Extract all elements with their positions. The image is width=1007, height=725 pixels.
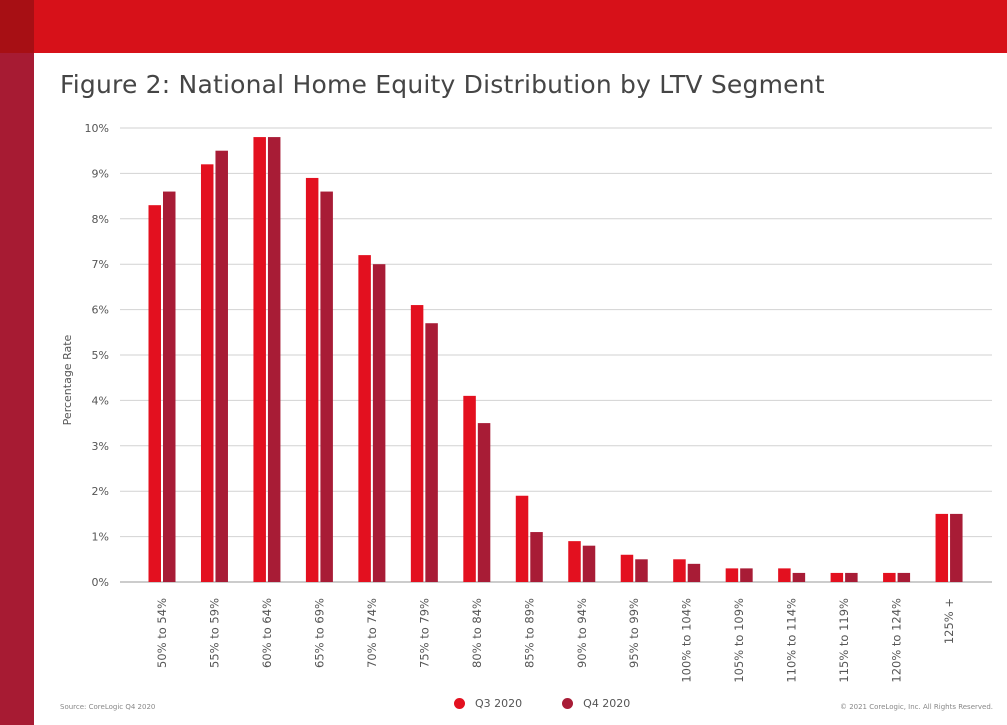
bar-q3 <box>935 513 949 582</box>
header-bar <box>0 0 1007 53</box>
bar-q4 <box>215 150 228 582</box>
x-tick-label: 85% to 89% <box>522 598 536 668</box>
x-tick-label: 60% to 64% <box>260 598 274 668</box>
y-tick-label: 6% <box>92 304 109 317</box>
bar-q4 <box>897 572 911 582</box>
bar-q3 <box>463 395 476 582</box>
y-tick-label: 5% <box>92 349 109 362</box>
x-tick-label: 95% to 99% <box>627 598 641 668</box>
bar-q4 <box>845 572 858 582</box>
bar-q4 <box>372 264 386 582</box>
bar-q4 <box>687 563 701 582</box>
chart-title: Figure 2: National Home Equity Distribut… <box>60 70 825 99</box>
bar-q4 <box>635 559 648 582</box>
x-tick-label: 50% to 54% <box>155 598 169 668</box>
side-accent-bar <box>0 53 34 725</box>
y-tick-label: 9% <box>92 167 109 180</box>
x-tick-label: 70% to 74% <box>365 598 379 668</box>
source-note: Source: CoreLogic Q4 2020 <box>60 703 156 711</box>
bar-q4 <box>163 191 176 582</box>
y-tick-label: 10% <box>85 122 109 135</box>
legend-label-q3: Q3 2020 <box>475 697 523 710</box>
y-tick-label: 1% <box>92 531 109 544</box>
legend-item-q4: Q4 2020 <box>562 697 630 710</box>
x-tick-label: 80% to 84% <box>470 598 484 668</box>
bar-q3 <box>410 305 424 582</box>
bar-q3 <box>830 572 844 582</box>
y-tick-label: 3% <box>92 440 109 453</box>
y-tick-label: 7% <box>92 258 109 271</box>
bar-q4 <box>425 323 438 582</box>
header-corner-accent <box>0 0 34 53</box>
x-tick-label: 110% to 114% <box>785 598 799 683</box>
bar-q3 <box>148 205 161 582</box>
x-tick-label: 65% to 69% <box>312 598 326 668</box>
y-tick-label: 4% <box>92 394 109 407</box>
x-tick-label: 90% to 94% <box>575 598 589 668</box>
bar-q4 <box>582 545 596 582</box>
bar-q4 <box>320 191 333 582</box>
y-axis-title: Percentage Rate <box>61 334 74 425</box>
bar-q4 <box>530 532 543 582</box>
bar-q3 <box>253 137 266 582</box>
legend-swatch-q3 <box>454 698 465 709</box>
bar-q3 <box>673 559 686 582</box>
legend-swatch-q4 <box>562 698 574 709</box>
bar-q3 <box>883 572 896 582</box>
y-tick-label: 2% <box>92 485 109 498</box>
x-tick-label: 55% to 59% <box>207 598 221 668</box>
copyright-note: © 2021 CoreLogic, Inc. All Rights Reserv… <box>839 703 993 711</box>
x-tick-label: 120% to 124% <box>890 598 904 683</box>
bar-q4 <box>950 513 963 582</box>
chart-legend: Q3 2020 Q4 2020 <box>454 697 630 710</box>
x-tick-label: 125% + <box>942 598 956 644</box>
x-tick-label: 115% to 119% <box>837 598 851 683</box>
bar-q3 <box>515 495 529 582</box>
bar-q3 <box>200 164 214 582</box>
x-tick-label: 75% to 79% <box>417 598 431 668</box>
bar-q4 <box>267 137 281 582</box>
bar-q3 <box>358 255 371 582</box>
y-tick-label: 0% <box>92 576 109 589</box>
y-tick-label: 8% <box>92 213 109 226</box>
x-tick-label: 105% to 109% <box>732 598 746 683</box>
bar-q4 <box>477 423 491 582</box>
x-tick-label: 100% to 104% <box>680 598 694 683</box>
bar-q4 <box>740 568 753 582</box>
legend-item-q3: Q3 2020 <box>454 697 522 710</box>
bar-q4 <box>792 572 806 582</box>
bar-q3 <box>778 568 791 582</box>
bar-q3 <box>305 177 319 582</box>
bar-q3 <box>568 541 581 582</box>
bar-q3 <box>620 554 634 582</box>
legend-label-q4: Q4 2020 <box>583 697 631 710</box>
bar-q3 <box>725 568 739 582</box>
